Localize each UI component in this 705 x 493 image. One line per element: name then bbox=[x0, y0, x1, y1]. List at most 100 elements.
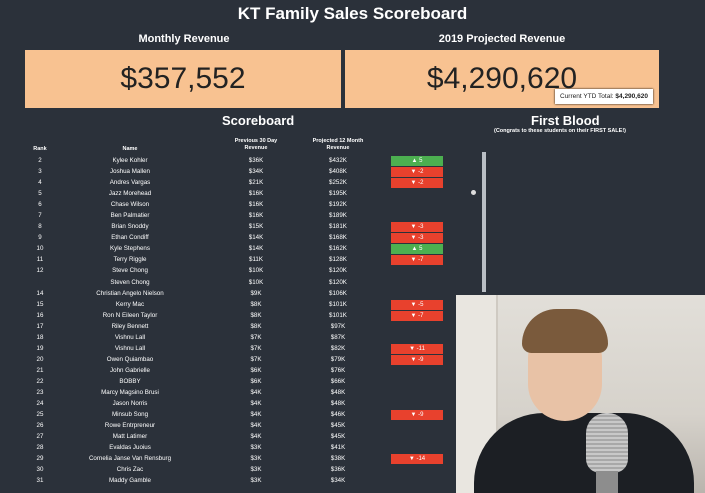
row-proj-revenue: $432K bbox=[329, 157, 347, 164]
table-row[interactable]: 29 Cornelia Janse Van Rensburg $3K $38K ▼ -1… bbox=[0, 454, 470, 465]
row-rank: 5 bbox=[38, 190, 42, 198]
table-row[interactable]: 14 Christian Angelo Nielson $9K $106K bbox=[0, 289, 470, 300]
table-row[interactable]: 6 Chase Wilson $16K $192K bbox=[0, 200, 470, 211]
table-row[interactable]: 16 Ron N Eileen Taylor $8K $101K ▼ -7 bbox=[0, 310, 470, 322]
table-row[interactable]: 11 Terry Riggle $11K $128K ▼ -7 bbox=[0, 255, 470, 266]
table-row[interactable]: Steven Chong $10K $120K bbox=[0, 278, 470, 289]
microphone-icon bbox=[586, 413, 628, 473]
table-row[interactable]: 2 Kylee Kohler $36K $432K ▲ 5 bbox=[0, 156, 470, 167]
table-row[interactable]: 9 Ethan Condiff $14K $168K ▼ -3 bbox=[0, 233, 470, 244]
row-name: Andres Vargas bbox=[109, 179, 151, 187]
row-rank: 12 bbox=[36, 267, 44, 275]
table-row[interactable]: 12 Steve Chong $10K $120K bbox=[0, 266, 470, 277]
row-prev-revenue: $8K bbox=[250, 311, 262, 319]
header-rank[interactable]: Rank bbox=[33, 146, 47, 152]
table-row[interactable]: 23 Marcy Magsino Brusi $4K $48K bbox=[0, 388, 470, 399]
table-row[interactable]: 7 Ben Palmatier $16K $189K bbox=[0, 211, 470, 222]
row-rank: 3 bbox=[38, 168, 42, 176]
row-prev-revenue: $14K bbox=[248, 245, 264, 253]
row-prev-revenue: $6K bbox=[250, 366, 262, 374]
rank-down-badge: ▼ -3 bbox=[391, 222, 443, 233]
header-proj-revenue[interactable]: Projected 12 Month Revenue bbox=[312, 138, 364, 151]
row-proj-revenue: $76K bbox=[330, 366, 346, 374]
row-prev-revenue: $16K bbox=[248, 190, 264, 198]
row-proj-revenue: $181K bbox=[329, 223, 347, 231]
table-row[interactable]: 24 Jason Norris $4K $48K bbox=[0, 399, 470, 410]
table-row[interactable]: 3 Joshua Mallen $34K $408K ▼ -2 bbox=[0, 167, 470, 178]
row-prev-revenue: $8K bbox=[250, 322, 262, 330]
row-rank: 26 bbox=[36, 422, 44, 430]
row-name: Kerry Mac bbox=[115, 300, 145, 308]
rank-down-badge: ▼ -5 bbox=[391, 299, 443, 310]
row-proj-revenue: $168K bbox=[329, 234, 347, 242]
row-prev-revenue: $6K bbox=[250, 377, 262, 385]
rank-down-badge: ▼ -7 bbox=[391, 310, 443, 321]
table-row[interactable]: 28 Evaldas Juoius $3K $41K bbox=[0, 443, 470, 454]
table-row[interactable]: 4 Andres Vargas $21K $252K ▼ -2 bbox=[0, 178, 470, 189]
row-proj-revenue: $106K bbox=[329, 289, 347, 297]
table-row[interactable]: 27 Matt Latimer $4K $45K bbox=[0, 432, 470, 443]
row-prev-revenue: $36K bbox=[248, 157, 264, 164]
row-name: Vishnu Lall bbox=[114, 333, 146, 341]
row-prev-revenue: $3K bbox=[250, 455, 262, 463]
table-row[interactable]: 10 Kyle Stephens $14K $162K ▲ 5 bbox=[0, 244, 470, 255]
table-row[interactable]: 15 Kerry Mac $8K $101K ▼ -5 bbox=[0, 299, 470, 311]
header-prev-revenue[interactable]: Previous 30 Day Revenue bbox=[234, 138, 278, 151]
scrollbar[interactable] bbox=[482, 152, 486, 292]
table-row[interactable]: 31 Maddy Gamble $3K $34K bbox=[0, 476, 470, 487]
table-row[interactable]: 17 Riley Bennett $8K $97K bbox=[0, 322, 470, 333]
page-title: KT Family Sales Scoreboard bbox=[237, 4, 468, 23]
presenter-shirt bbox=[474, 413, 694, 493]
row-name: Riley Bennett bbox=[111, 322, 149, 330]
projected-revenue-card[interactable]: $4,290,620 bbox=[345, 50, 659, 108]
projected-revenue-value: $4,290,620 bbox=[426, 62, 578, 95]
table-row[interactable]: 26 Rowe Entrpreneur $4K $45K bbox=[0, 421, 470, 432]
row-name: Ethan Condiff bbox=[111, 234, 149, 242]
row-rank: 31 bbox=[36, 477, 44, 485]
table-row[interactable]: 25 Minsub Song $4K $46K ▼ -9 bbox=[0, 410, 470, 421]
row-proj-revenue: $34K bbox=[330, 477, 346, 485]
webcam-overlay bbox=[456, 295, 705, 493]
first-blood-title: First Blood bbox=[531, 113, 600, 128]
row-prev-revenue: $16K bbox=[248, 212, 264, 220]
table-row[interactable]: 19 Vishnu Lall $7K $82K ▼ -11 bbox=[0, 343, 470, 355]
row-name: Jazz Morehead bbox=[108, 190, 152, 198]
row-proj-revenue: $87K bbox=[330, 333, 346, 341]
row-rank: 15 bbox=[36, 300, 44, 308]
row-name: Joshua Mallen bbox=[110, 168, 150, 176]
row-rank: 24 bbox=[36, 400, 44, 408]
rank-up-badge: ▲ 5 bbox=[391, 244, 443, 255]
table-row[interactable]: 8 Brian Snoddy $15K $181K ▼ -3 bbox=[0, 222, 470, 233]
row-name: Cornelia Janse Van Rensburg bbox=[88, 455, 172, 463]
row-name: Kylee Kohler bbox=[112, 157, 148, 164]
row-name: Minsub Song bbox=[111, 411, 149, 419]
row-rank: 14 bbox=[36, 289, 44, 297]
monthly-revenue-label: Monthly Revenue bbox=[138, 33, 230, 45]
rank-down-badge: ▼ -9 bbox=[391, 354, 443, 365]
presenter-hair bbox=[522, 309, 608, 353]
table-row[interactable]: 30 Chris Zac $3K $36K bbox=[0, 465, 470, 476]
row-name: Kyle Stephens bbox=[110, 245, 150, 253]
monthly-revenue-card[interactable]: $357,552 bbox=[25, 50, 341, 108]
row-rank: 29 bbox=[36, 455, 44, 463]
row-prev-revenue: $14K bbox=[248, 234, 264, 242]
row-rank: 18 bbox=[36, 333, 44, 341]
table-row[interactable]: 5 Jazz Morehead $16K $195K bbox=[0, 189, 470, 200]
row-proj-revenue: $45K bbox=[330, 433, 346, 441]
ytd-tooltip: Current YTD Total: $4,290,620 bbox=[555, 89, 653, 104]
table-row[interactable]: 20 Owen Quiambao $7K $79K ▼ -9 bbox=[0, 354, 470, 366]
row-rank: 6 bbox=[38, 201, 42, 209]
row-proj-revenue: $48K bbox=[330, 400, 346, 408]
row-rank: 22 bbox=[36, 377, 44, 385]
row-rank: 17 bbox=[36, 322, 44, 330]
header-name[interactable]: Name bbox=[122, 146, 138, 152]
rank-down-badge: ▼ -2 bbox=[391, 178, 443, 189]
table-row[interactable]: 22 BOBBY $6K $66K bbox=[0, 377, 470, 388]
row-name: Matt Latimer bbox=[112, 433, 148, 441]
scoreboard-title: Scoreboard bbox=[222, 113, 295, 128]
first-blood-subtitle: (Congrats to these students on their FIR… bbox=[493, 128, 626, 134]
table-row[interactable]: 21 John Gabrielle $6K $76K bbox=[0, 366, 470, 377]
table-row[interactable]: 18 Vishnu Lall $7K $87K bbox=[0, 333, 470, 344]
row-prev-revenue: $10K bbox=[248, 278, 264, 286]
scoreboard-table: 2 Kylee Kohler $36K $432K ▲ 5 3 Joshua Mallen $… bbox=[0, 156, 470, 487]
